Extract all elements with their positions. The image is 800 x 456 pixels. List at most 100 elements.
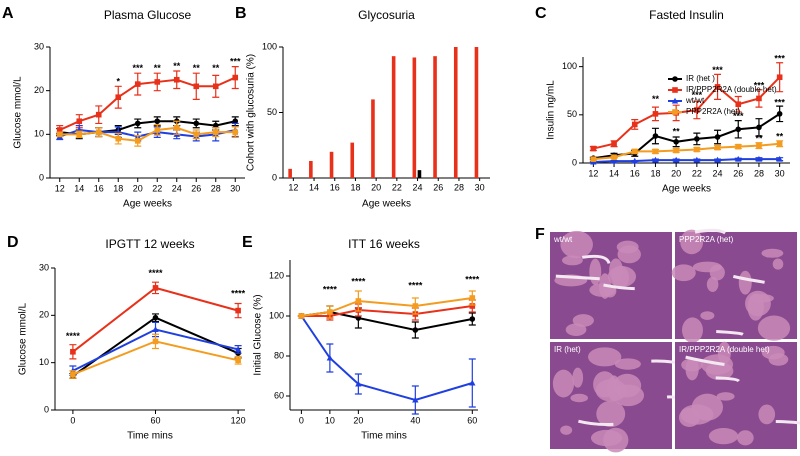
point	[76, 118, 83, 125]
significance: **	[154, 63, 162, 73]
point	[232, 118, 239, 125]
point	[193, 83, 200, 90]
point	[694, 136, 700, 142]
islet	[685, 357, 699, 381]
significance: ***	[774, 53, 785, 63]
y-axis-label: Insulin ng/mL	[546, 80, 557, 140]
point	[412, 396, 419, 403]
y-tick-label: 10	[34, 129, 44, 139]
point	[756, 142, 762, 149]
y-tick-label: 60	[274, 390, 284, 400]
point	[70, 371, 76, 378]
point	[776, 74, 783, 81]
point	[232, 129, 239, 135]
y-tick-label: 50	[567, 109, 577, 119]
islet	[589, 258, 602, 286]
islet	[587, 347, 622, 367]
islet	[572, 367, 584, 388]
panel-label: A	[2, 5, 14, 22]
bar	[417, 170, 422, 178]
significance: **	[212, 63, 220, 73]
point	[714, 134, 721, 140]
bar	[350, 142, 355, 178]
islet	[692, 261, 722, 273]
point	[134, 81, 141, 87]
islet	[761, 345, 785, 360]
y-tick-label: 100	[562, 61, 577, 71]
x-tick-label: 28	[211, 183, 221, 193]
vessel	[715, 376, 740, 383]
islet	[552, 369, 575, 398]
bar	[391, 56, 396, 178]
x-tick-label: 24	[413, 182, 423, 192]
point	[152, 314, 159, 321]
y-tick-label: 20	[34, 85, 44, 95]
bar	[433, 56, 437, 178]
image-label: PPP2R2A (het)	[679, 235, 734, 244]
point	[76, 131, 83, 138]
islet	[706, 276, 719, 292]
point	[115, 135, 122, 142]
point	[412, 303, 419, 309]
point	[154, 127, 161, 133]
point	[735, 143, 742, 150]
x-tick-label: 18	[650, 168, 660, 178]
legend-label: IR/PPP2R2A (double het)	[686, 85, 777, 94]
series-line	[300, 315, 473, 402]
significance: *	[116, 76, 120, 86]
vessel	[578, 419, 614, 426]
point	[193, 120, 200, 127]
vessel	[685, 355, 725, 367]
y-tick-label: 30	[34, 41, 44, 51]
x-tick-label: 16	[630, 168, 640, 178]
significance: ***	[733, 111, 744, 121]
y-tick-label: 80	[274, 350, 284, 360]
point	[756, 124, 762, 131]
x-axis-label: Time mins	[127, 431, 173, 442]
islet	[560, 425, 573, 435]
point	[735, 101, 742, 108]
significance: **	[193, 63, 201, 73]
islet	[614, 358, 641, 370]
significance: **	[776, 131, 784, 141]
bar	[371, 99, 375, 178]
islet	[708, 427, 739, 445]
x-tick-label: 30	[475, 182, 485, 192]
x-tick-label: 22	[692, 168, 702, 178]
x-tick-label: 12	[588, 168, 598, 178]
point	[298, 313, 305, 319]
series-line	[59, 126, 236, 142]
islet	[596, 400, 626, 428]
series-line	[59, 76, 236, 131]
point	[652, 156, 659, 163]
legend-marker	[671, 97, 679, 104]
point	[652, 111, 659, 117]
x-tick-label: 40	[410, 415, 420, 425]
x-tick-label: 22	[392, 182, 402, 192]
point	[412, 327, 419, 333]
chart-title: Fasted Insulin	[649, 8, 724, 22]
point	[173, 124, 180, 131]
point	[756, 95, 762, 102]
point	[212, 129, 219, 135]
histology-image: PPP2R2A (het)	[671, 228, 797, 343]
islet	[595, 379, 627, 402]
legend-label: wt/wt	[685, 96, 705, 105]
point	[212, 83, 219, 90]
x-tick-label: 24	[713, 168, 723, 178]
significance: **	[652, 94, 660, 104]
islet	[560, 230, 593, 259]
y-tick-label: 30	[39, 262, 49, 272]
y-tick-label: 50	[267, 107, 277, 117]
series-line	[301, 310, 473, 332]
x-tick-label: 16	[330, 182, 340, 192]
point	[95, 111, 102, 118]
y-tick-label: 120	[269, 270, 284, 280]
islet	[716, 392, 735, 401]
islet	[607, 266, 637, 288]
x-tick-label: 12	[288, 182, 298, 192]
islet	[700, 311, 715, 320]
point	[193, 131, 200, 138]
point	[134, 120, 141, 127]
point	[776, 111, 783, 117]
